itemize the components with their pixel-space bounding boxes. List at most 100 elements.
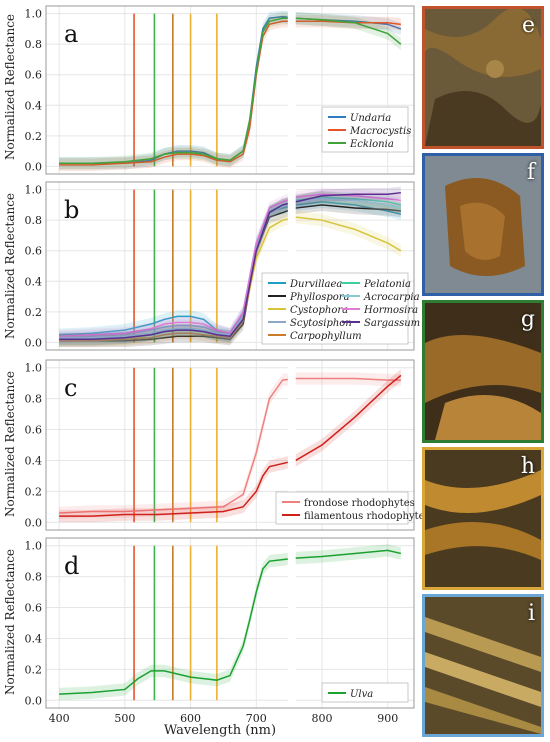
kelp-photo-undaria [425,9,541,146]
series-line [59,374,402,517]
y-tick-label: 0.2 [25,485,43,498]
kelp-photo-ecklonia [425,450,541,587]
y-tick-label: 0.0 [25,694,43,707]
x-tick-label: 700 [246,712,267,725]
panel-letter: d [64,552,79,580]
y-tick-label: 0.8 [25,571,43,584]
series-line [59,204,401,342]
y-tick-label: 0.4 [25,275,43,288]
legend-label: Sargassum [364,318,420,329]
panel-a: 0.0 0.2 0.4 0.6 0.8 1.0 a Undaria Macrocystis Eck… [25,5,415,175]
panel-letter: a [64,20,78,48]
series-envelope [59,191,401,344]
legend-label: Ecklonia [349,139,394,150]
plot-frame [45,181,415,351]
y-tick-label: 1.0 [25,540,43,553]
y-tick-label: 0.6 [25,69,43,82]
legend-label: Phyllospora [289,292,350,303]
photo-panel-i: i [422,594,544,737]
y-axis-label-d: Normalized Reflectance [3,549,17,695]
series-envelope [59,12,401,170]
photo-panel-h: h [422,447,544,590]
spectral-gap [287,361,296,529]
legend-label: Scytosiphon [290,318,352,329]
y-tick-label: 0.0 [25,160,43,173]
legend-box [275,491,409,525]
photo-label: g [520,307,535,332]
x-tick-label: 900 [377,712,398,725]
panel-letter: b [64,196,79,224]
photo-panel-e: e [422,6,544,149]
y-tick-label: 0.4 [25,632,43,645]
y-tick-label: 0.6 [25,245,43,258]
series-envelope [59,191,401,347]
legend-box [261,272,409,345]
y-tick-label: 1.0 [25,184,43,197]
kelp-photo-durvillaea [425,156,541,293]
photo-label: i [527,601,535,626]
plot-frame [45,537,415,709]
spectral-gap [287,7,296,173]
legend-label: filamentous rhodophytes [304,511,430,522]
series-line [59,377,401,514]
photo-label: h [520,454,535,479]
y-axis-label-a: Normalized Reflectance [3,14,17,160]
panel-b: 0.0 0.2 0.4 0.6 0.8 1.0 b Durvillaea Phyllospora… [25,181,420,351]
y-tick-label: 1.0 [25,362,43,375]
photo-panel-f: f [422,153,544,296]
kelp-photo-phyllospora [425,303,541,440]
series-line [59,198,402,339]
seaweed-photo-rhodophytes [425,597,541,734]
y-tick-label: 0.6 [25,424,43,437]
plot-area [46,538,414,708]
panel-d: 0.0 0.2 0.4 0.6 0.8 1.0 400 500 600 700 800 900 d Ulv… [25,537,415,725]
legend-label: Acrocarpia [363,292,420,303]
y-axis-label-b: Normalized Reflectance [3,193,17,339]
y-tick-label: 0.8 [25,214,43,227]
plot-frame [45,359,415,531]
y-tick-label: 0.0 [25,336,43,349]
legend-label: Macrocystis [349,126,411,137]
legend-label: Ulva [350,689,373,700]
legend-label: frondose rhodophytes [304,498,415,509]
legend-label: Carpophyllum [290,331,362,342]
photo-panel-g: g [422,300,544,443]
series-envelope [59,192,401,344]
y-tick-label: 0.4 [25,99,43,112]
y-tick-label: 0.2 [25,306,43,319]
series-envelope [59,195,401,341]
photo-label: e [521,13,535,38]
x-tick-label: 500 [114,712,135,725]
series-line [59,17,402,165]
series-line [59,191,401,341]
series-envelope [59,198,401,347]
series-line [59,20,401,166]
x-tick-label: 600 [180,712,201,725]
x-tick-label: 400 [49,712,70,725]
x-tick-label: 800 [312,712,333,725]
legend-label: Pelatonia [363,279,411,290]
panel-letter: c [64,374,77,402]
y-tick-label: 0.2 [25,130,43,143]
legend-label: Undaria [350,113,391,124]
legend-label: Hormosira [363,305,418,316]
legend-box [321,682,409,703]
spectral-gap [287,183,296,349]
panel-c: 0.0 0.2 0.4 0.6 0.8 1.0 c frondose rhodophytes f… [25,359,430,531]
y-tick-label: 0.2 [25,663,43,676]
series-line [59,549,402,695]
y-tick-label: 0.8 [25,38,43,51]
legend-label: Cystophora [290,305,348,316]
y-tick-label: 0.6 [25,602,43,615]
spectral-gap [287,539,296,707]
y-tick-label: 0.0 [25,516,43,529]
y-tick-label: 1.0 [25,8,43,21]
y-axis-label-c: Normalized Reflectance [3,371,17,517]
y-tick-label: 0.8 [25,393,43,406]
legend-label: Durvillaea [289,279,342,290]
series-line [59,193,401,338]
y-tick-label: 0.4 [25,454,43,467]
photo-label: f [526,160,535,185]
x-axis-label: Wavelength (nm) [164,723,276,738]
